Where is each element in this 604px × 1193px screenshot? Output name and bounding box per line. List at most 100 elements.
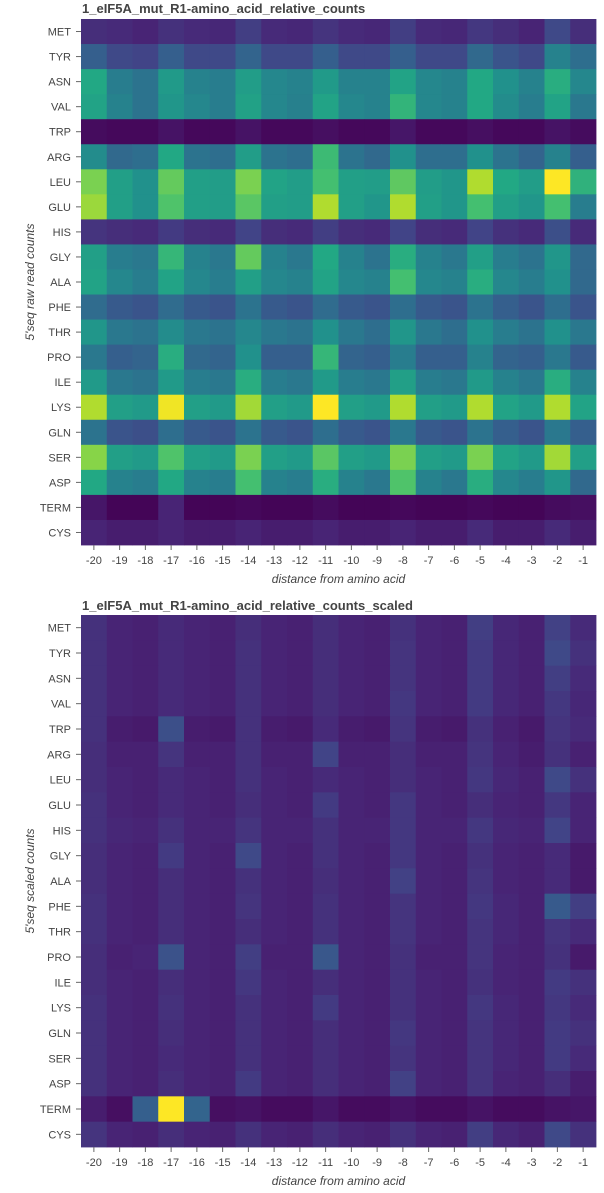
heatmap-cell <box>132 469 159 496</box>
heatmap-cell <box>364 817 391 844</box>
heatmap-cell <box>312 1096 339 1123</box>
heatmap-cell <box>338 716 365 743</box>
heatmap-cell <box>209 419 236 446</box>
heatmap-cell <box>544 741 571 768</box>
heatmap-cell <box>132 792 159 819</box>
heatmap-cell <box>338 1020 365 1047</box>
heatmap-cell <box>287 269 314 295</box>
heatmap-cell <box>493 615 520 641</box>
heatmap-cell <box>493 419 520 446</box>
heatmap-cell <box>261 1020 288 1047</box>
heatmap-cell <box>441 944 468 971</box>
heatmap-cell <box>415 244 442 270</box>
heatmap-cell <box>415 944 442 971</box>
heatmap-cell <box>467 344 494 371</box>
heatmap-cell <box>312 244 339 270</box>
heatmap-cell <box>570 792 597 819</box>
heatmap-cell <box>390 817 417 844</box>
y-tick-label: PHE <box>48 901 71 913</box>
heatmap-cell <box>493 394 520 421</box>
heatmap-cell <box>132 615 159 641</box>
heatmap-cell <box>390 19 417 45</box>
heatmap-cell <box>441 843 468 869</box>
heatmap-cell <box>81 469 108 496</box>
x-tick-label: -16 <box>189 555 205 567</box>
heatmap-cell <box>235 244 262 270</box>
x-tick-label: -18 <box>137 1157 153 1169</box>
heatmap-cell <box>287 344 314 371</box>
heatmap-cell <box>544 419 571 446</box>
heatmap-cell <box>570 995 597 1021</box>
heatmap-cell <box>544 269 571 295</box>
heatmap-cell <box>287 144 314 170</box>
heatmap-cell <box>158 716 185 743</box>
heatmap-cell <box>184 1020 211 1047</box>
heatmap-cell <box>81 767 108 793</box>
heatmap-cell <box>184 119 211 145</box>
heatmap-cell <box>390 219 417 245</box>
heatmap-cell <box>312 294 339 320</box>
heatmap-cell <box>287 219 314 245</box>
heatmap-cell <box>493 919 520 945</box>
heatmap-cell <box>544 640 571 667</box>
heatmap-cell <box>467 1121 494 1148</box>
heatmap-cell <box>467 194 494 220</box>
heatmap-cell <box>287 868 314 895</box>
heatmap-cell <box>415 469 442 496</box>
heatmap-cell <box>158 1096 185 1123</box>
heatmap-cell <box>338 394 365 421</box>
heatmap-cell <box>544 665 571 692</box>
heatmap-cells <box>81 615 597 1148</box>
heatmap-cell <box>235 741 262 768</box>
heatmap-cell <box>415 1096 442 1123</box>
y-tick-label: LYS <box>51 402 71 414</box>
heatmap-cell <box>441 691 468 717</box>
heatmap-cell <box>390 893 417 920</box>
heatmap-cell <box>338 194 365 220</box>
heatmap-cell <box>544 144 571 170</box>
heatmap-cell <box>493 269 520 295</box>
heatmap-cell <box>209 44 236 70</box>
x-tick-label: -14 <box>240 1157 256 1169</box>
heatmap-cell <box>415 394 442 421</box>
heatmap-cell <box>415 817 442 844</box>
y-tick-label: HIS <box>53 825 71 837</box>
heatmap-cell <box>493 94 520 120</box>
heatmap-cell <box>81 893 108 920</box>
heatmap-cell <box>132 369 159 396</box>
heatmap-cell <box>209 1121 236 1148</box>
heatmap-cell <box>441 1096 468 1123</box>
heatmap-cell <box>518 319 545 346</box>
heatmap-cell <box>261 269 288 295</box>
heatmap-cell <box>261 1121 288 1148</box>
heatmap-cell <box>312 919 339 945</box>
heatmap-cell <box>441 716 468 743</box>
heatmap-cell <box>158 1020 185 1047</box>
heatmap-chart: MET TYR ASN VAL TRP ARG LEU GLU HIS GLY ALA PHE THR P… <box>23 615 597 1188</box>
heatmap-cell <box>364 1020 391 1047</box>
y-tick-label: SER <box>48 452 71 464</box>
heatmap-cell <box>132 94 159 120</box>
heatmap-cell <box>287 969 314 996</box>
heatmap-cell <box>184 665 211 692</box>
heatmap-cell <box>312 893 339 920</box>
heatmap-cell <box>338 893 365 920</box>
heatmap-cell <box>312 494 339 521</box>
heatmap-cell <box>158 494 185 521</box>
heatmap-cell <box>106 344 133 371</box>
heatmap-cell <box>518 741 545 768</box>
heatmap-cell <box>132 344 159 371</box>
heatmap-cell <box>493 69 520 95</box>
heatmap-cell <box>235 640 262 667</box>
heatmap-cell <box>441 119 468 145</box>
heatmap-cell <box>106 69 133 95</box>
heatmap-cell <box>158 369 185 396</box>
heatmap-cell <box>441 319 468 346</box>
heatmap-cell <box>261 519 288 546</box>
x-tick-label: -9 <box>372 1157 382 1169</box>
heatmap-cell <box>518 444 545 471</box>
heatmap-cell <box>415 169 442 195</box>
heatmap-cell <box>312 144 339 170</box>
heatmap-cell <box>364 269 391 295</box>
heatmap-cell <box>441 817 468 844</box>
